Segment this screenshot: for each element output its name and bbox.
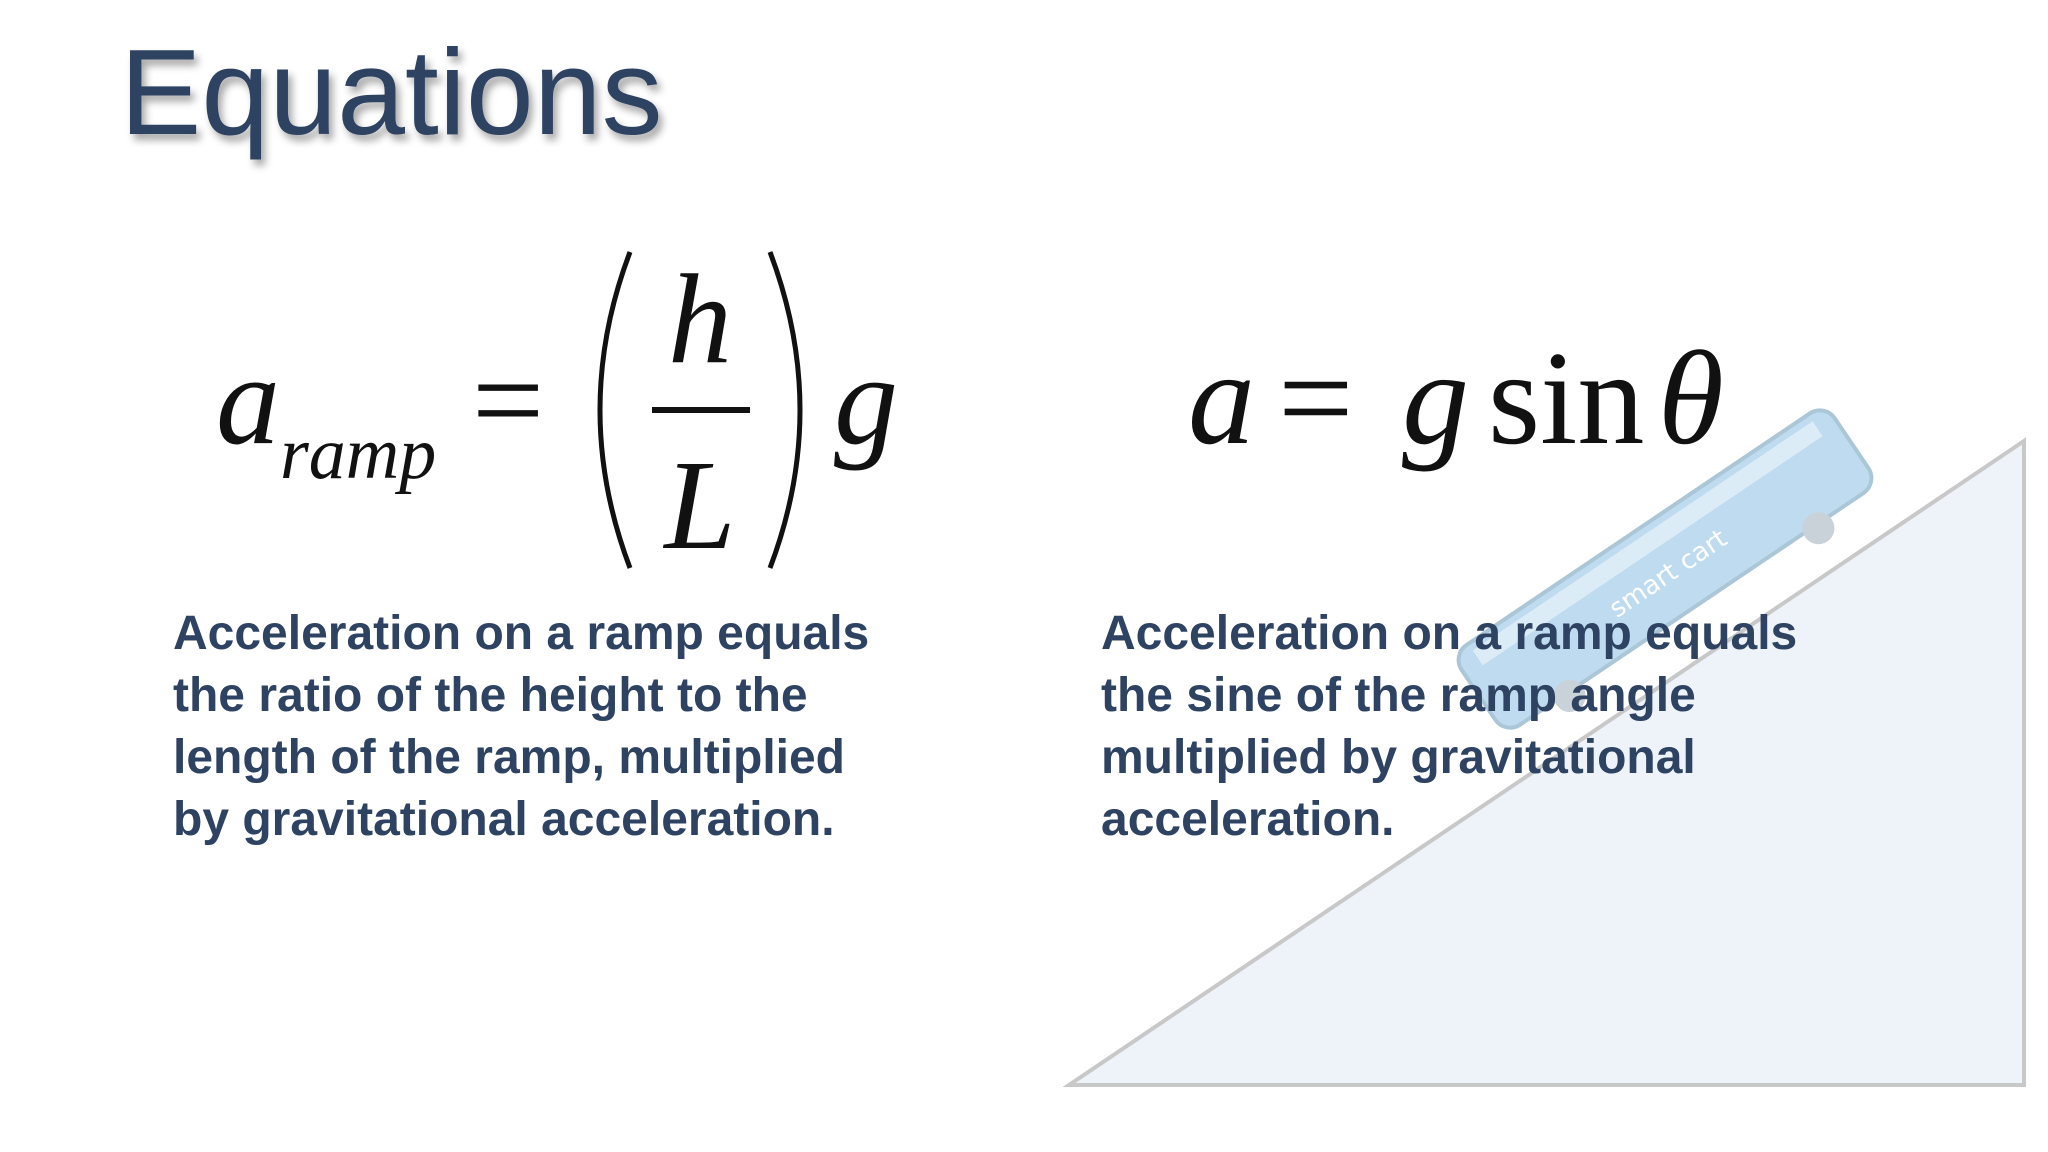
description-line: the ratio of the height to the (173, 669, 808, 722)
math-symbol: a (216, 329, 280, 471)
math-operator: = (472, 329, 544, 471)
description-line: multiplied by gravitational (1101, 731, 1696, 784)
cart-wheel (1802, 512, 1835, 545)
slide-title: Equations (120, 24, 663, 160)
math-symbol: g (834, 329, 898, 471)
cart: smart cart (1456, 408, 1874, 730)
description-line: acceleration. (1101, 793, 1394, 846)
cart-rail (1472, 421, 1823, 666)
cart-body (1456, 408, 1874, 730)
description-line: Acceleration on a ramp equals (1101, 607, 1797, 660)
math-operator: = (1278, 324, 1354, 472)
ramp (1062, 437, 2026, 1087)
math-function: sin (1488, 324, 1644, 472)
math-denominator: L (662, 434, 735, 576)
math-symbol: g (1402, 324, 1469, 472)
paren-right (767, 251, 803, 569)
description: Acceleration on a ramp equals the ratio o… (173, 607, 869, 846)
description: Acceleration on a ramp equals the sine of… (1101, 607, 1797, 846)
math-numerator: h (668, 248, 732, 390)
paren-left (597, 251, 633, 569)
math-symbol: a (1188, 324, 1255, 472)
description-line: the sine of the ramp angle (1101, 669, 1696, 722)
cart-wheel (1553, 679, 1586, 712)
description-line: by gravitational acceleration. (173, 793, 835, 846)
description-line: length of the ramp, multiplied (173, 731, 845, 784)
description-line: Acceleration on a ramp equals (173, 607, 869, 660)
math-symbol: θ (1658, 324, 1724, 472)
math-subscript: ramp (280, 413, 436, 495)
